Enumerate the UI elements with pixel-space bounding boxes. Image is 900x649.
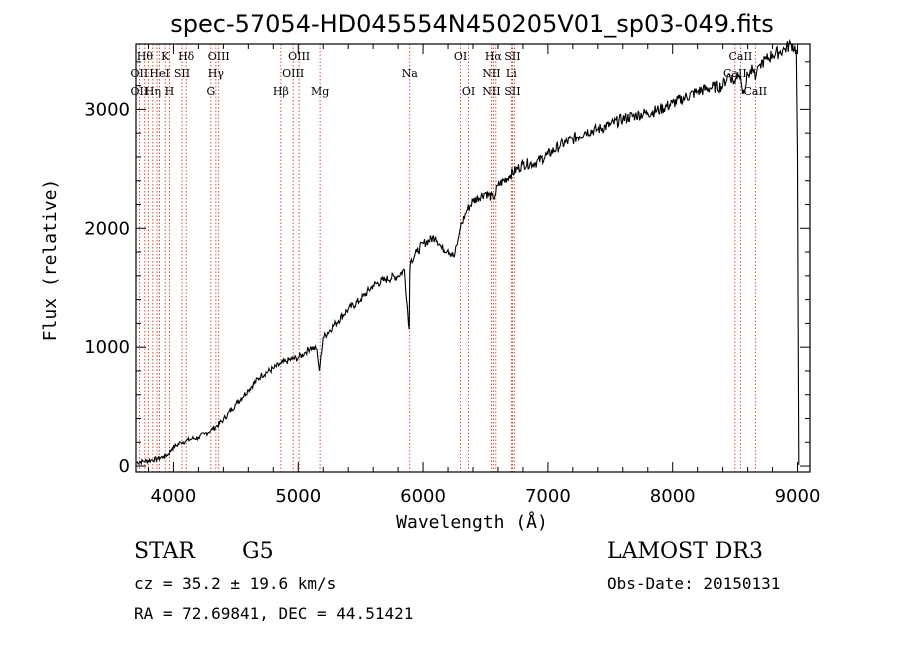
spectral-line-label: SII <box>504 50 520 63</box>
y-tick-label: 3000 <box>84 99 130 120</box>
spectral-line-label: NII <box>482 85 500 98</box>
x-axis-label: Wavelength (Å) <box>396 511 548 533</box>
x-tick-label: 7000 <box>525 486 571 507</box>
chart-title: spec-57054-HD045554N450205V01_sp03-049.f… <box>170 10 773 38</box>
spectral-line-label: OI <box>462 85 475 98</box>
spectral-line-label: OIII <box>208 50 230 63</box>
x-tick-label: 6000 <box>400 486 446 507</box>
y-tick-label: 0 <box>119 456 130 477</box>
spectral-line-label: G <box>206 85 215 98</box>
spectral-subclass: G5 <box>242 539 274 564</box>
spectral-line-markers <box>138 44 756 472</box>
spectral-line-label: Hβ <box>273 85 289 98</box>
y-tick-label: 1000 <box>84 337 130 358</box>
spectral-line-label: Hθ <box>137 50 154 63</box>
y-axis-label: Flux (relative) <box>40 179 61 342</box>
axis-ticks: 4000 5000 6000 7000 8000 9000 0 1000 2000 3000 <box>84 44 820 507</box>
x-tick-label: 5000 <box>275 486 321 507</box>
spectral-line-label: Li <box>506 67 517 80</box>
spectral-line-label: CaII <box>743 85 767 98</box>
spectral-line-label: Hη <box>145 85 161 98</box>
object-class: STAR <box>134 539 196 564</box>
y-tick-label: 2000 <box>84 218 130 239</box>
spectral-line-label: CaII <box>729 50 753 63</box>
spectral-line-label: Hδ <box>178 50 195 63</box>
survey-name: LAMOST DR3 <box>607 539 763 564</box>
plot-frame <box>135 43 811 473</box>
spectral-line-label: OII <box>131 85 149 98</box>
spectral-line-labels: OII OII Hθ Hη HeI K H SII Hδ G Hγ OIII Hβ OIII OIII Mg N… <box>131 50 768 98</box>
spectral-line-label: OII <box>131 67 149 80</box>
x-tick-label: 4000 <box>151 486 197 507</box>
spectral-line-label: OIII <box>288 50 310 63</box>
spectral-line-label: NII <box>482 67 500 80</box>
spectral-line-label: OIII <box>282 67 304 80</box>
spectral-line-label: K <box>161 50 170 63</box>
spectral-line-label: Hα <box>485 50 503 63</box>
redshift-readout: cz = 35.2 ± 19.6 km/s <box>134 574 336 593</box>
spectral-line-label: Hγ <box>208 67 225 80</box>
spectral-line-label: Na <box>402 67 419 80</box>
spectral-line-label: OI <box>454 50 467 63</box>
spectrum-series-line <box>135 38 800 466</box>
spectral-line-label: Mg <box>311 85 329 98</box>
spectral-line-label: H <box>165 85 175 98</box>
spectral-line-label: SII <box>504 85 520 98</box>
spectral-line-label: HeI <box>149 67 169 80</box>
spectral-line-label: SII <box>174 67 190 80</box>
x-tick-label: 8000 <box>650 486 696 507</box>
x-tick-label: 9000 <box>775 486 821 507</box>
coordinates-readout: RA = 72.69841, DEC = 44.51421 <box>134 604 413 623</box>
obs-date: Obs-Date: 20150131 <box>607 574 780 593</box>
